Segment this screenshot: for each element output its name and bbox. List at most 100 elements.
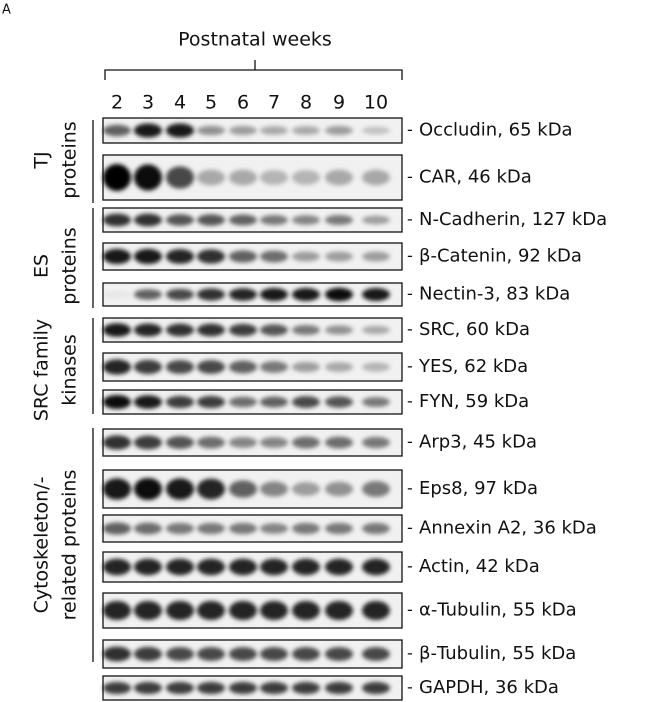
band	[292, 647, 320, 661]
band	[260, 250, 288, 263]
band	[292, 324, 320, 336]
band	[103, 213, 131, 227]
band	[260, 437, 288, 448]
bands	[103, 558, 390, 576]
bands	[103, 435, 390, 450]
band	[325, 325, 353, 335]
lane-label: 4	[174, 92, 186, 114]
band	[229, 558, 257, 576]
band	[260, 126, 288, 135]
bands	[103, 323, 390, 337]
band	[260, 324, 288, 336]
band	[197, 288, 225, 301]
band	[134, 600, 162, 621]
band	[197, 323, 225, 337]
band	[229, 250, 257, 263]
blot-dash: -	[407, 320, 413, 339]
bands	[103, 600, 390, 621]
group-label: TJ	[31, 151, 53, 169]
band	[362, 362, 390, 372]
band	[103, 323, 131, 337]
blot-dash: -	[407, 357, 413, 376]
band	[362, 126, 390, 135]
band	[197, 600, 225, 621]
blot-dash: -	[407, 432, 413, 451]
band	[229, 214, 257, 226]
bracket	[104, 60, 403, 80]
blot: - FYN, 59 kDa	[102, 389, 529, 415]
band	[103, 164, 131, 191]
band	[260, 681, 288, 695]
blot-dash: -	[407, 210, 413, 229]
band	[325, 125, 353, 136]
band	[166, 681, 194, 695]
band	[292, 436, 320, 449]
band	[292, 170, 320, 185]
blot: - Annexin A2, 36 kDa	[102, 514, 597, 543]
blot-dash: -	[407, 600, 413, 619]
band	[260, 214, 288, 226]
band	[103, 478, 131, 500]
blot-label: β-Tubulin, 55 kDa	[419, 643, 576, 664]
blot-label: N-Cadherin, 127 kDa	[419, 209, 607, 230]
lane-label: 3	[142, 92, 154, 114]
blot-label: GAPDH, 36 kDa	[419, 677, 559, 698]
band	[134, 646, 162, 662]
group-label: kinases	[59, 334, 81, 405]
band	[229, 647, 257, 661]
band	[134, 248, 162, 265]
band	[362, 681, 390, 695]
bands	[103, 681, 390, 695]
band	[260, 558, 288, 576]
blot-label: SRC, 60 kDa	[419, 319, 530, 340]
band	[292, 288, 320, 301]
blot-dash: -	[407, 678, 413, 697]
band	[134, 359, 162, 375]
band	[103, 646, 131, 662]
blot: - YES, 62 kDa	[102, 352, 528, 382]
band	[166, 166, 194, 189]
blot-label: Nectin-3, 83 kDa	[419, 284, 570, 305]
band	[260, 600, 288, 621]
band	[325, 481, 353, 497]
band	[229, 360, 257, 374]
bands	[103, 395, 390, 409]
band	[325, 396, 353, 408]
group-label: Cytoskeleton/-	[31, 477, 53, 614]
panel-label: A	[2, 3, 11, 18]
group-label: ES	[31, 254, 53, 278]
band	[325, 169, 353, 186]
blot: - CAR, 46 kDa	[102, 154, 532, 201]
blot-label: Eps8, 97 kDa	[419, 478, 538, 499]
band	[134, 681, 162, 695]
band	[362, 288, 390, 301]
bands	[103, 123, 390, 138]
band	[260, 361, 288, 373]
blot: - Actin, 42 kDa	[102, 551, 540, 583]
band	[229, 437, 257, 448]
band	[362, 215, 390, 225]
band	[362, 600, 390, 621]
blot-dash: -	[407, 557, 413, 576]
blot: - β-Catenin, 92 kDa	[102, 242, 582, 271]
band	[260, 170, 288, 185]
band	[166, 436, 194, 449]
blot: - SRC, 60 kDa	[102, 317, 530, 343]
group-label: proteins	[59, 121, 81, 198]
band	[292, 215, 320, 225]
band	[166, 478, 194, 500]
band	[103, 291, 131, 298]
band	[292, 361, 320, 373]
band	[103, 395, 131, 409]
blot: - β-Tubulin, 55 kDa	[102, 639, 576, 669]
band	[260, 523, 288, 534]
lane-label: 9	[333, 92, 345, 114]
band	[103, 248, 131, 265]
band	[197, 478, 225, 500]
band	[325, 214, 353, 226]
bands	[103, 646, 390, 662]
band	[292, 251, 320, 262]
blot-dash: -	[407, 284, 413, 303]
band	[362, 169, 390, 186]
band	[103, 681, 131, 695]
